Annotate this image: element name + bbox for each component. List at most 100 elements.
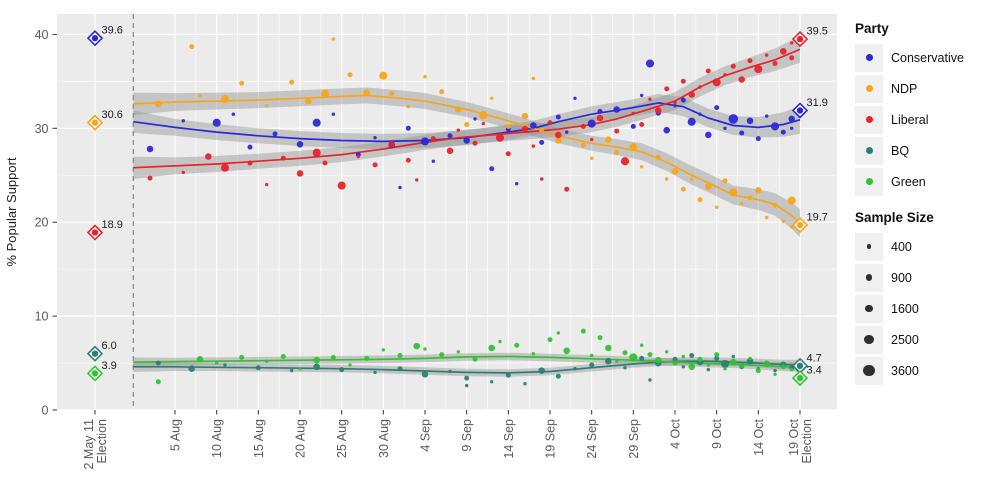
x-tick-label: 10 Aug — [210, 419, 224, 458]
poll-point — [272, 131, 278, 137]
poll-point — [489, 96, 494, 101]
poll-point — [780, 48, 787, 55]
poll-point — [264, 104, 269, 108]
poll-point — [605, 357, 612, 365]
poll-point — [648, 97, 652, 101]
poll-point — [555, 131, 562, 139]
poll-point — [620, 157, 630, 166]
poll-point — [680, 97, 686, 103]
poll-point — [489, 380, 494, 384]
poll-point — [714, 205, 719, 209]
sample-size-dot-icon — [866, 244, 872, 249]
poll-point — [772, 61, 778, 66]
x-tick-label: 30 Aug — [377, 419, 391, 458]
poll-point — [531, 144, 536, 148]
poll-point — [538, 367, 545, 374]
poll-point — [431, 159, 436, 163]
poll-point — [296, 141, 304, 148]
poll-point — [356, 154, 361, 159]
party-dot-icon — [865, 178, 873, 185]
poll-point — [589, 156, 594, 161]
poll-point — [464, 375, 470, 381]
poll-point — [706, 363, 711, 367]
poll-point — [472, 140, 478, 146]
poll-point — [405, 157, 411, 163]
legend-key — [855, 325, 883, 354]
poll-point — [639, 355, 645, 361]
poll-point — [539, 139, 545, 145]
poll-point — [313, 363, 320, 371]
poll-point — [789, 55, 795, 61]
poll-point — [439, 352, 445, 358]
x-tick-label: 9 Oct — [710, 418, 724, 448]
poll-point — [155, 360, 161, 366]
poll-point — [773, 372, 777, 377]
poll-point — [698, 112, 702, 116]
legend-key — [855, 136, 883, 165]
poll-point — [697, 356, 703, 362]
election-value-label: 3.4 — [807, 365, 822, 377]
poll-point — [337, 181, 346, 190]
poll-point — [547, 120, 553, 126]
poll-point — [697, 197, 703, 203]
poll-point — [597, 335, 603, 341]
poll-point — [631, 111, 636, 116]
poll-point — [388, 141, 395, 148]
y-tick-label: 30 — [35, 122, 49, 136]
poll-point — [289, 79, 295, 85]
poll-point — [614, 128, 620, 134]
legend-item-ndp: NDP — [855, 73, 997, 104]
poll-point — [212, 118, 221, 127]
poll-point — [672, 356, 678, 362]
sample-size-dot-icon — [865, 274, 873, 281]
x-tick-label: 19 OctElection — [787, 418, 814, 463]
poll-point — [521, 125, 529, 133]
poll-point — [639, 165, 644, 169]
sample-size-dot-icon — [865, 304, 873, 313]
poll-point — [681, 365, 686, 369]
poll-point — [223, 363, 227, 367]
legend-item-label: BQ — [891, 143, 910, 158]
election-value-label: 31.9 — [807, 97, 828, 109]
poll-point — [770, 122, 780, 131]
poll-point — [414, 178, 419, 182]
x-axis: 2 May 11Election 5 Aug 10 Aug 15 Aug 20 Aug 2… — [82, 410, 814, 470]
poll-point — [763, 360, 770, 368]
poll-point — [687, 117, 696, 126]
poll-points-green — [155, 328, 794, 385]
poll-point — [573, 96, 577, 101]
poll-point — [181, 170, 186, 175]
poll-point — [313, 356, 320, 364]
poll-point — [397, 353, 403, 358]
poll-point — [364, 355, 370, 361]
x-tick-label: 5 Aug — [169, 419, 183, 451]
poll-point — [231, 112, 236, 116]
legend-key — [855, 105, 883, 134]
gridlines — [57, 14, 837, 411]
party-legend-title: Party — [855, 21, 889, 36]
legend-item-size-3600: 3600 — [855, 355, 997, 386]
poll-point — [755, 187, 762, 194]
poll-point — [655, 107, 662, 114]
x-tick-label: 9 Sep — [460, 419, 474, 452]
poll-point — [563, 347, 570, 355]
poll-point — [748, 356, 752, 361]
poll-point — [147, 175, 153, 181]
poll-point — [555, 373, 561, 379]
poll-point — [680, 186, 686, 192]
poll-point — [264, 182, 269, 187]
legend-item-label: 3600 — [891, 363, 919, 378]
y-tick-label: 20 — [35, 216, 49, 230]
poll-point — [738, 76, 745, 83]
poll-point — [455, 106, 462, 113]
poll-point — [489, 166, 495, 172]
poll-point — [305, 97, 312, 105]
poll-point — [498, 339, 502, 344]
poll-point — [723, 73, 727, 77]
poll-point — [673, 101, 677, 105]
poll-point — [622, 350, 628, 356]
election-value-label: 3.9 — [102, 360, 117, 372]
poll-point — [264, 359, 269, 363]
election-dot-ndp — [796, 221, 804, 229]
